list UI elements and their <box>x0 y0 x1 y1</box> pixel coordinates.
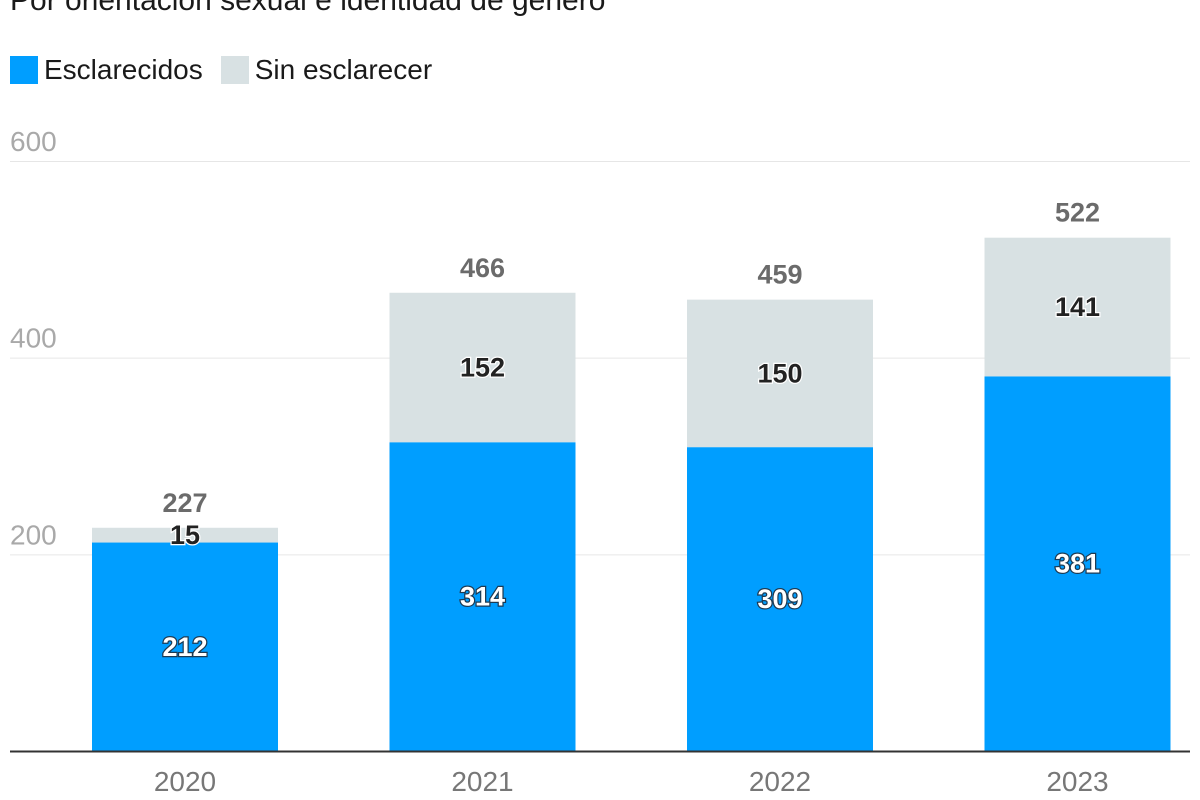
data-label-sin-esclarecer-2020: 15 <box>170 520 200 550</box>
chart-subtitle: Por orientación sexual e identidad de gé… <box>10 0 606 17</box>
legend-label-esclarecidos: Esclarecidos <box>44 54 203 85</box>
data-label-sin-esclarecer-2021: 152 <box>460 353 505 383</box>
bar-sin-esclarecer-2021 <box>389 292 576 443</box>
x-tick-2021: 2021 <box>451 766 513 797</box>
data-label-esclarecidos-2022: 309 <box>757 584 802 614</box>
legend-label-sin-esclarecer: Sin esclarecer <box>254 54 433 85</box>
total-label-2021: 466 <box>460 253 505 283</box>
y-tick-400: 400 <box>10 323 57 354</box>
bar-esclarecidos-2021 <box>389 442 576 751</box>
y-tick-600: 600 <box>10 126 57 157</box>
legend-item-sin-esclarecer: Sin esclarecer <box>220 54 433 86</box>
x-tick-2020: 2020 <box>154 766 216 797</box>
legend-item-esclarecidos: Esclarecidos <box>10 54 203 86</box>
data-label-esclarecidos-2023: 381 <box>1055 549 1100 579</box>
bar-sin-esclarecer-2022 <box>687 299 873 448</box>
x-tick-2022: 2022 <box>749 766 811 797</box>
legend-swatch-sin-esclarecer <box>220 56 249 84</box>
total-label-2020: 227 <box>162 488 207 518</box>
data-label-esclarecidos-2020: 212 <box>162 632 207 662</box>
data-label-esclarecidos-2021: 314 <box>460 582 505 612</box>
legend-swatch-esclarecidos <box>10 56 38 84</box>
y-tick-200: 200 <box>10 519 57 550</box>
data-label-sin-esclarecer-2022: 150 <box>757 358 802 388</box>
bar-sin-esclarecer-2023 <box>984 237 1171 377</box>
bar-esclarecidos-2023 <box>984 376 1171 751</box>
total-label-2023: 522 <box>1055 198 1100 228</box>
total-label-2022: 459 <box>757 260 802 290</box>
bar-esclarecidos-2022 <box>687 447 873 751</box>
legend: Esclarecidos Sin esclarecer <box>10 54 450 86</box>
data-label-sin-esclarecer-2023: 141 <box>1055 292 1100 322</box>
bar-sin-esclarecer-2020 <box>92 527 278 543</box>
bar-esclarecidos-2020 <box>92 542 278 751</box>
x-tick-2023: 2023 <box>1046 766 1108 797</box>
